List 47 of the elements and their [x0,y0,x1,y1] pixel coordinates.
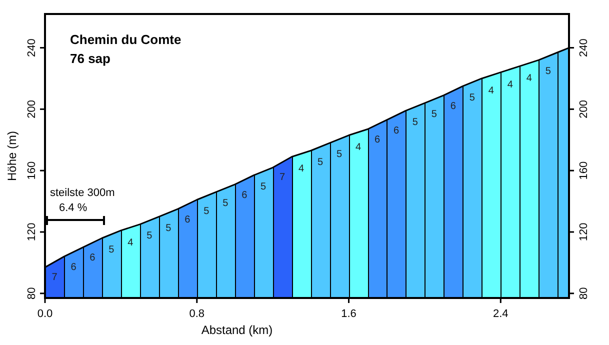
annotation: 4 [298,164,305,175]
y-tick-label: 120 [26,222,38,242]
annotation: 4 [488,85,494,96]
text: Chemin du Comte [70,32,182,47]
annotation: 5 [166,222,172,234]
annotation: 5 [318,156,324,168]
x-axis-title: Abstand (km) [201,323,273,337]
y-tick-label: 160 [26,161,38,180]
annotation: steilste 300m [50,187,115,199]
y2-tick-label: 240 [578,38,590,57]
y2-tick-label: 200 [578,100,590,118]
text: 76 sap [70,51,111,66]
y2-tick-label: 160 [578,161,590,180]
annotation: 4 [526,73,532,84]
y2-tick-label: 80 [578,287,590,300]
y-tick-label: 240 [26,38,38,57]
annotation: 5 [204,206,210,217]
x-tick-label: 1.6 [341,308,356,320]
annotation: 6.4 % [59,202,88,214]
annotation: 6 [374,134,380,146]
x-tick-label: 0.8 [189,308,205,320]
annotation: 6 [184,214,191,226]
annotation: 5 [412,116,418,128]
annotation: 6 [242,190,248,201]
y-tick-label: 200 [26,100,38,118]
annotation: 5 [222,198,229,210]
annotation: 5 [108,244,115,256]
annotation: 5 [469,92,476,104]
y-axis-title: Höhe (m) [5,130,19,182]
annotation: 5 [336,149,342,160]
x-tick-label: 2.4 [493,308,508,320]
annotation: 7 [280,172,286,184]
annotation: 4 [128,237,134,248]
annotation: 6 [393,125,400,136]
annotation: 5 [260,181,267,192]
annotation: 5 [545,66,552,78]
annotation: 7 [52,272,58,283]
annotation: 6 [70,262,77,273]
annotation: 5 [431,109,438,120]
annotation: 6 [90,252,96,264]
annotation: 4 [355,142,362,154]
annotation: 4 [507,79,514,90]
y2-tick-label: 120 [578,222,590,242]
annotation: 6 [450,100,456,112]
y-tick-label: 80 [26,287,38,300]
x-tick-label: 0.0 [37,308,53,320]
annotation: 5 [146,230,153,242]
